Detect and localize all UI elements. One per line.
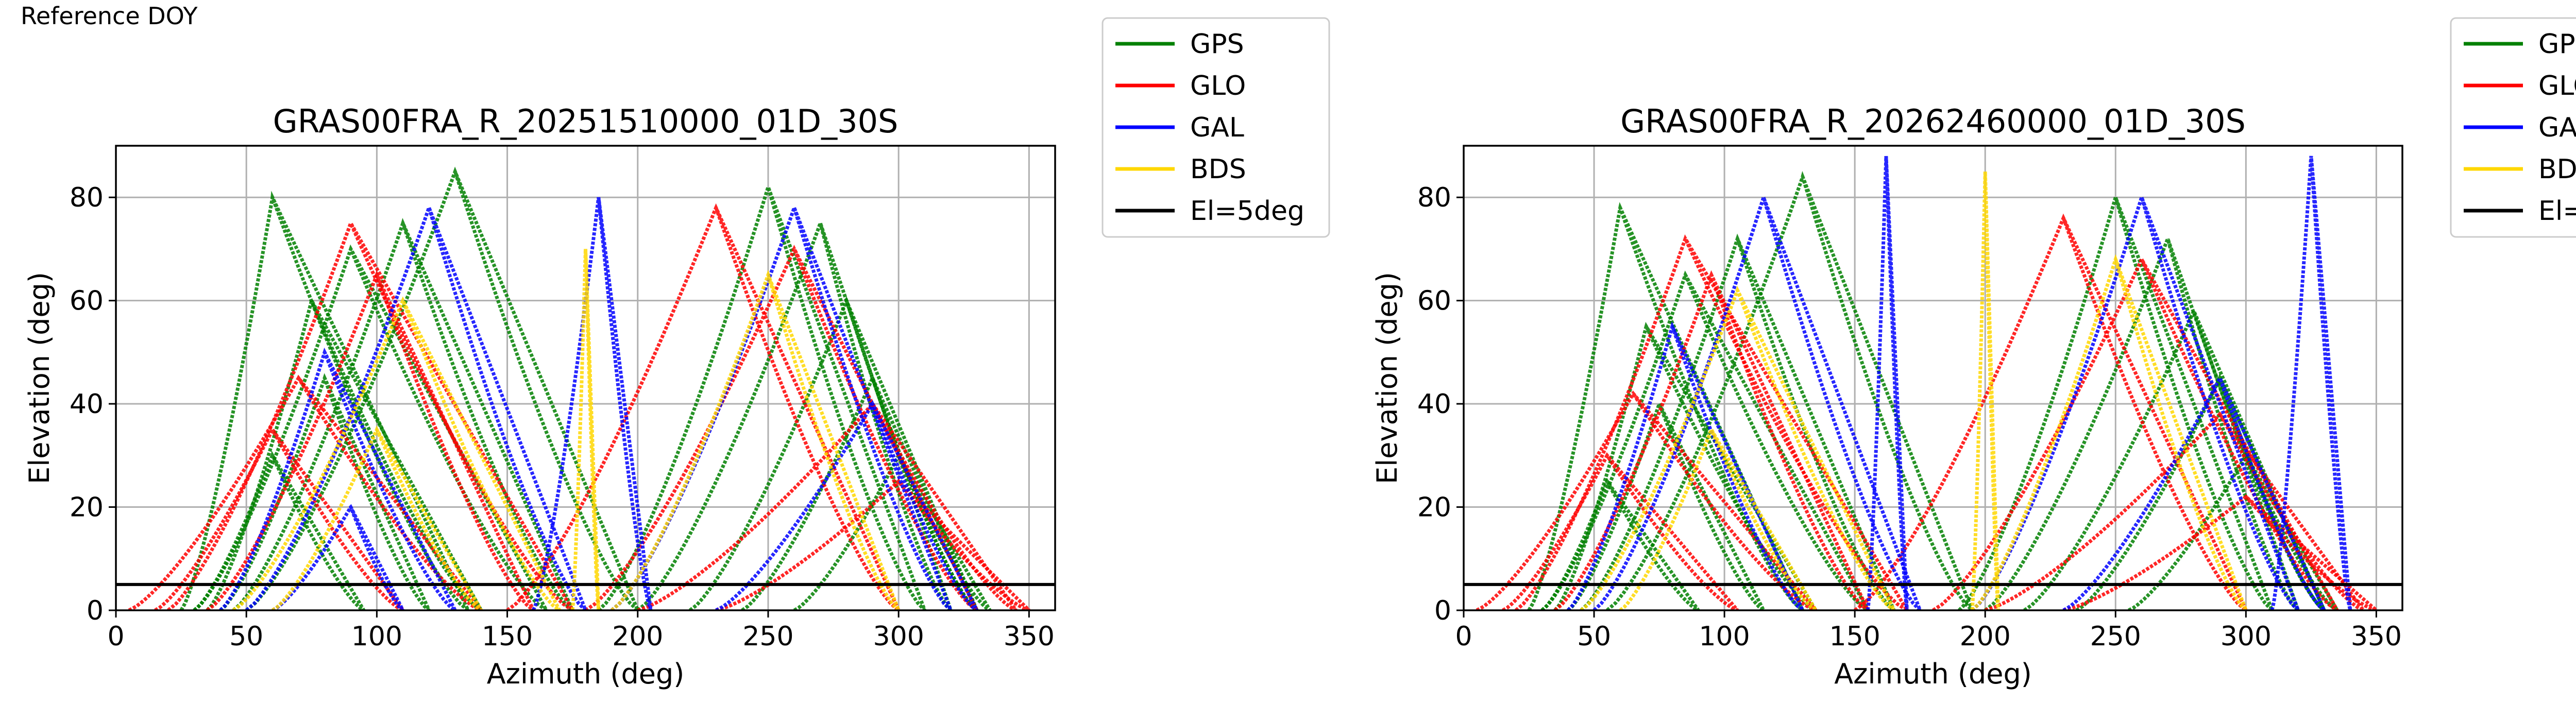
x-axis-label: Azimuth (deg): [487, 658, 685, 690]
track-gps: [636, 218, 953, 610]
chart-title: GRAS00FRA_R_20251510000_01D_30S: [273, 102, 899, 140]
track-glo: [1854, 213, 2248, 610]
x-tick-label: 250: [742, 621, 793, 652]
track-gal: [715, 400, 979, 610]
legend-label: GPS: [2538, 29, 2576, 60]
track-gps: [219, 373, 431, 610]
track-gps: [245, 166, 640, 610]
legend-label: GLO: [1190, 71, 1246, 101]
y-tick-label: 80: [70, 182, 104, 213]
y-tick-label: 0: [87, 595, 104, 626]
track-bds: [570, 249, 601, 610]
track-gal: [1866, 156, 1909, 610]
track-glo: [637, 401, 1018, 610]
track-gal: [2062, 373, 2326, 610]
track-gal: [219, 347, 457, 610]
figure-label: Reference DOY: [21, 2, 198, 30]
y-tick-label: 20: [70, 492, 104, 523]
x-tick-label: 250: [2090, 621, 2141, 652]
chart-panel-1: 0 50 100 150 200 250 300 350 0 20 40 60 80 GRAS00FRA_…: [23, 17, 1330, 690]
legend-label: GAL: [1190, 112, 1244, 143]
x-tick-label: 100: [351, 621, 402, 652]
track-glo: [1985, 411, 2365, 610]
track-gal: [1592, 192, 1922, 610]
axes-frame: [115, 145, 1056, 611]
x-tick-label: 0: [1455, 621, 1472, 652]
track-gps: [597, 181, 927, 610]
legend: GPS GLO GAL BDS El=5deg: [1101, 17, 1330, 238]
track-bds: [1970, 171, 2000, 610]
axes-frame: [1463, 145, 2403, 611]
track-gps: [1606, 170, 1974, 610]
track-glo: [2063, 494, 2378, 610]
track-glo: [1476, 390, 1817, 610]
track-bds: [1619, 425, 1818, 610]
y-tick-label: 80: [1417, 182, 1451, 213]
legend-label: El=5deg: [2538, 196, 2576, 227]
tracks-group: [128, 166, 1030, 610]
x-tick-label: 200: [612, 621, 663, 652]
legend-label: GPS: [1190, 29, 1244, 60]
y-tick-label: 60: [70, 286, 104, 317]
track-glo: [167, 219, 574, 610]
track-gal: [610, 202, 953, 610]
track-gps: [688, 296, 979, 610]
track-glo: [506, 203, 901, 610]
x-tick-label: 150: [1829, 621, 1880, 652]
track-bds: [1580, 285, 1896, 610]
track-glo: [715, 478, 1030, 610]
track-gps: [179, 191, 470, 610]
x-tick-label: 300: [2221, 621, 2272, 652]
x-tick-label: 200: [1960, 621, 2011, 652]
legend: GPS GLO GAL BDS El=5deg: [2450, 17, 2576, 238]
x-tick-label: 350: [1004, 621, 1055, 652]
y-tick-label: 60: [1417, 286, 1451, 317]
legend-box: [1101, 17, 1330, 238]
track-bds: [610, 269, 901, 610]
x-axis-label: Azimuth (deg): [1834, 658, 2032, 690]
track-glo: [128, 374, 483, 610]
track-glo: [1514, 234, 1909, 610]
track-gps: [2075, 373, 2326, 610]
track-glo: [1553, 270, 1870, 610]
track-bds: [271, 425, 483, 610]
x-tick-label: 50: [1577, 621, 1611, 652]
track-gal: [531, 197, 653, 610]
track-gal: [272, 504, 405, 610]
track-gal: [1971, 192, 2300, 610]
y-axis-label: Elevation (deg): [23, 272, 56, 484]
track-bds: [232, 296, 562, 610]
chart-title: GRAS00FRA_R_20262460000_01D_30S: [1620, 102, 2246, 140]
legend-label: El=5deg: [1190, 196, 1304, 227]
track-gal: [1566, 321, 1805, 610]
track-gps: [1580, 233, 1896, 610]
y-axis-label: Elevation (deg): [1371, 272, 1403, 484]
x-tick-label: 50: [229, 621, 263, 652]
y-tick-label: 40: [1417, 389, 1451, 420]
y-tick-label: 40: [70, 389, 104, 420]
y-tick-label: 0: [1434, 595, 1451, 626]
tracks-group: [1476, 156, 2378, 610]
track-gps: [2127, 451, 2339, 610]
track-gps: [193, 451, 366, 610]
legend-label: BDS: [1190, 154, 1246, 185]
track-gal: [245, 203, 587, 610]
track-gal: [2270, 156, 2352, 610]
chart-panel-2: 0 50 100 150 200 250 300 350 0 20 40 60 80 GRAS00FRA_…: [1371, 17, 2576, 690]
legend-label: GLO: [2538, 71, 2576, 101]
x-tick-label: 350: [2351, 621, 2402, 652]
x-tick-label: 100: [1699, 621, 1750, 652]
x-tick-label: 150: [482, 621, 533, 652]
track-gps: [232, 218, 574, 610]
track-glo: [154, 425, 404, 610]
track-bds: [1971, 254, 2248, 610]
track-gps: [793, 451, 992, 610]
track-gps: [1527, 202, 1805, 610]
x-tick-label: 300: [873, 621, 924, 652]
legend-label: GAL: [2538, 112, 2576, 143]
legend-label: BDS: [2538, 154, 2576, 185]
y-tick-label: 20: [1417, 492, 1451, 523]
x-tick-label: 0: [107, 621, 124, 652]
